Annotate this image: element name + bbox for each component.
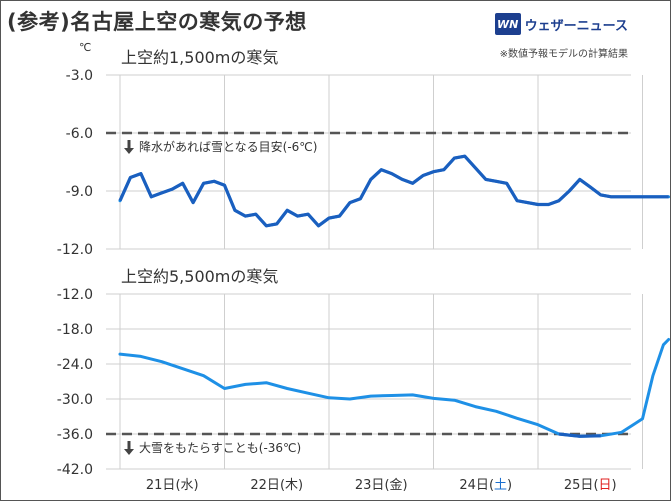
brand-logo: WN ウェザーニュース bbox=[494, 12, 628, 36]
series-line-below-threshold bbox=[558, 432, 601, 438]
x-tick-label-part: ) bbox=[507, 478, 512, 493]
threshold-label: 大雪をもたらすことも(-36℃) bbox=[139, 441, 301, 455]
down-arrow-icon bbox=[124, 140, 134, 154]
plot-area-2 bbox=[106, 294, 631, 469]
x-tick-label: 25日(日) bbox=[564, 478, 617, 493]
x-tick-label-part: 21日 bbox=[146, 478, 176, 493]
brand-name: ウェザーニュース bbox=[524, 18, 628, 34]
x-tick-label-part: 24日 bbox=[459, 478, 489, 493]
x-tick-label-part: ) bbox=[194, 478, 199, 493]
y-tick-label: -30.0 bbox=[57, 392, 93, 408]
series-line-below-threshold bbox=[118, 154, 669, 228]
x-tick-label: 24日(土) bbox=[459, 478, 512, 493]
x-tick-label: 21日(水) bbox=[146, 478, 199, 493]
plot-area-1 bbox=[106, 75, 631, 249]
x-tick-label-part: 日 bbox=[599, 478, 612, 493]
brand-logo-mark: WN bbox=[494, 13, 521, 35]
x-tick-label-part: 土 bbox=[494, 478, 507, 493]
model-note: ※数値予報モデルの計算結果 bbox=[499, 49, 628, 60]
y-tick-label: -6.0 bbox=[66, 126, 93, 142]
x-tick-label-part: ) bbox=[298, 478, 303, 493]
x-tick-label-part: ( bbox=[175, 478, 180, 493]
x-tick-label-part: 水 bbox=[181, 478, 194, 493]
x-tick-label-part: ( bbox=[593, 478, 598, 493]
x-tick-label-part: 23日 bbox=[355, 478, 385, 493]
x-tick-label: 23日(金) bbox=[355, 477, 408, 493]
y-tick-label: -24.0 bbox=[57, 357, 93, 373]
y-tick-label: -12.0 bbox=[57, 287, 93, 303]
x-tick-label-part: ( bbox=[489, 478, 494, 493]
page-title: (参考)名古屋上空の寒気の予想 bbox=[7, 10, 307, 34]
x-tick-label-part: ) bbox=[403, 478, 408, 493]
y-tick-label: -9.0 bbox=[66, 184, 93, 200]
x-tick-label-part: 金 bbox=[390, 477, 403, 493]
y-tick-label: -42.0 bbox=[57, 462, 93, 478]
y-tick-label: -3.0 bbox=[66, 68, 93, 84]
series-line bbox=[118, 338, 670, 438]
y-unit: ℃ bbox=[79, 41, 91, 54]
panel-title: 上空約5,500mの寒気 bbox=[121, 267, 278, 286]
down-arrow-icon bbox=[124, 441, 134, 455]
x-tick-label-part: ( bbox=[384, 478, 389, 493]
x-tick-label-part: ( bbox=[280, 478, 285, 493]
y-tick-label: -36.0 bbox=[57, 427, 93, 443]
x-tick-label-part: ) bbox=[612, 478, 617, 493]
x-tick-label-part: 木 bbox=[285, 478, 298, 493]
y-tick-label: -12.0 bbox=[57, 242, 93, 258]
y-tick-label: -18.0 bbox=[57, 322, 93, 338]
x-tick-label-part: 22日 bbox=[250, 478, 280, 493]
threshold-label: 降水があれば雪となる目安(-6℃) bbox=[139, 139, 317, 154]
panel-title: 上空約1,500mの寒気 bbox=[121, 48, 278, 67]
x-tick-label: 22日(木) bbox=[250, 478, 303, 493]
x-tick-label-part: 25日 bbox=[564, 478, 594, 493]
